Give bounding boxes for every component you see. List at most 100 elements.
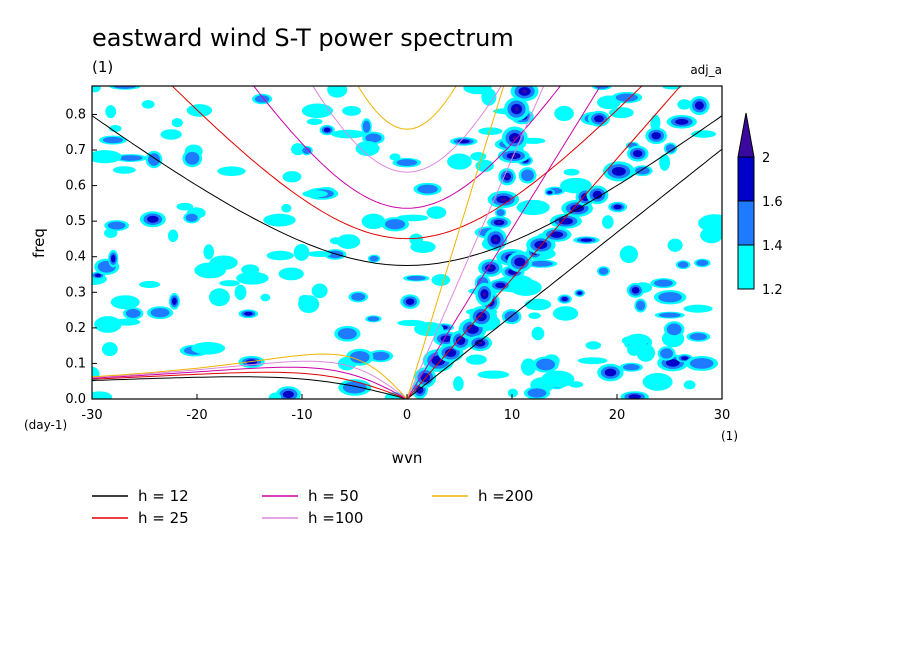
power-blob bbox=[497, 221, 502, 224]
power-blob bbox=[185, 213, 198, 222]
colorbar-label: 1.4 bbox=[762, 239, 783, 254]
y-tick-label: 0.8 bbox=[65, 107, 86, 122]
power-blob bbox=[665, 359, 680, 367]
power-blob bbox=[244, 311, 253, 316]
power-blob bbox=[623, 364, 640, 371]
power-blob bbox=[580, 238, 593, 242]
power-blob bbox=[92, 150, 122, 164]
y-tick-label: 0.5 bbox=[65, 214, 86, 229]
x-tick-label: 10 bbox=[504, 408, 521, 423]
power-blob bbox=[417, 184, 438, 194]
gravity-curve bbox=[171, 86, 643, 240]
power-blob bbox=[150, 308, 170, 318]
kelvin-curve bbox=[406, 86, 505, 399]
power-blob bbox=[628, 394, 641, 399]
x-tick-label: -10 bbox=[291, 408, 312, 423]
power-blob bbox=[534, 240, 548, 249]
power-blob bbox=[514, 257, 526, 267]
power-blob bbox=[479, 314, 484, 319]
power-blob bbox=[371, 351, 390, 361]
power-blob bbox=[488, 266, 493, 270]
y-tick-label: 0.0 bbox=[65, 392, 86, 407]
power-blob bbox=[327, 86, 348, 98]
power-blob bbox=[361, 213, 386, 230]
rossby-curve bbox=[92, 366, 408, 399]
power-blob bbox=[112, 166, 136, 174]
power-blob bbox=[110, 295, 140, 310]
power-blob bbox=[662, 86, 682, 90]
power-blob bbox=[554, 105, 574, 122]
power-blob bbox=[698, 214, 722, 232]
power-blob bbox=[666, 323, 682, 336]
power-blob bbox=[293, 243, 310, 261]
power-blob bbox=[561, 297, 568, 302]
power-blob bbox=[585, 341, 602, 350]
power-blob bbox=[94, 316, 122, 333]
colorbar-segment bbox=[737, 156, 755, 202]
kelvin-curve bbox=[406, 86, 545, 399]
power-blob bbox=[185, 151, 200, 165]
power-blob bbox=[351, 292, 366, 301]
x-axis-label: wvn bbox=[392, 449, 423, 467]
rossby-curve bbox=[92, 353, 408, 399]
power-blob bbox=[167, 229, 179, 243]
power-blob bbox=[301, 103, 333, 119]
power-blob bbox=[665, 144, 676, 153]
power-blob bbox=[650, 114, 661, 132]
power-blob bbox=[260, 293, 271, 302]
power-blob bbox=[203, 244, 215, 260]
power-blob bbox=[481, 88, 497, 106]
power-blob bbox=[536, 358, 556, 371]
power-blob bbox=[342, 381, 367, 394]
power-blob bbox=[609, 107, 634, 119]
power-blob bbox=[522, 89, 527, 93]
power-blob bbox=[336, 234, 361, 249]
power-blob bbox=[594, 86, 609, 90]
y-tick-label: 0.1 bbox=[65, 356, 86, 371]
power-blob bbox=[110, 254, 116, 263]
power-blob bbox=[191, 342, 226, 355]
chart-subtitle-left: (1) bbox=[92, 58, 113, 76]
power-heatmap bbox=[92, 86, 722, 399]
power-blob bbox=[677, 261, 689, 268]
power-blob bbox=[431, 274, 451, 286]
kelvin-curve bbox=[406, 86, 601, 399]
power-blob bbox=[263, 213, 296, 227]
rossby-curve bbox=[92, 371, 408, 399]
y-tick-label: 0.3 bbox=[65, 285, 86, 300]
power-blob bbox=[495, 282, 506, 289]
power-blob bbox=[282, 171, 302, 183]
power-blob bbox=[530, 260, 553, 267]
power-blob bbox=[667, 238, 683, 252]
power-blob bbox=[625, 334, 649, 347]
power-blob bbox=[563, 168, 580, 176]
y-tick-label: 0.4 bbox=[65, 250, 86, 265]
power-blob bbox=[505, 175, 509, 179]
power-blob bbox=[541, 370, 575, 388]
power-blob bbox=[92, 86, 101, 93]
power-blob bbox=[311, 283, 328, 299]
power-blob bbox=[342, 105, 362, 116]
power-blob bbox=[102, 136, 124, 144]
chart-subtitle-right: adj_a bbox=[690, 63, 722, 77]
power-blob bbox=[406, 275, 426, 281]
x-tick-label: 0 bbox=[403, 408, 411, 423]
power-blob bbox=[410, 240, 436, 253]
colorbar: 2 1.6 1.4 1.2 bbox=[737, 112, 783, 298]
power-blob bbox=[507, 388, 518, 398]
y-tick-label: 0.2 bbox=[65, 321, 86, 336]
power-blob bbox=[683, 304, 713, 313]
y-axis-label: freq bbox=[30, 228, 48, 258]
x-tick-label: -30 bbox=[81, 408, 102, 423]
power-blob bbox=[160, 129, 182, 140]
power-blob bbox=[171, 297, 177, 305]
power-blob bbox=[482, 292, 486, 297]
colorbar-segment bbox=[737, 244, 755, 290]
power-blob bbox=[337, 328, 357, 340]
power-blob bbox=[329, 237, 342, 245]
power-blob bbox=[694, 101, 704, 110]
power-blob bbox=[496, 209, 505, 217]
power-blob bbox=[455, 336, 466, 345]
legend-label: h =100 bbox=[308, 509, 363, 527]
power-blob bbox=[113, 318, 141, 326]
